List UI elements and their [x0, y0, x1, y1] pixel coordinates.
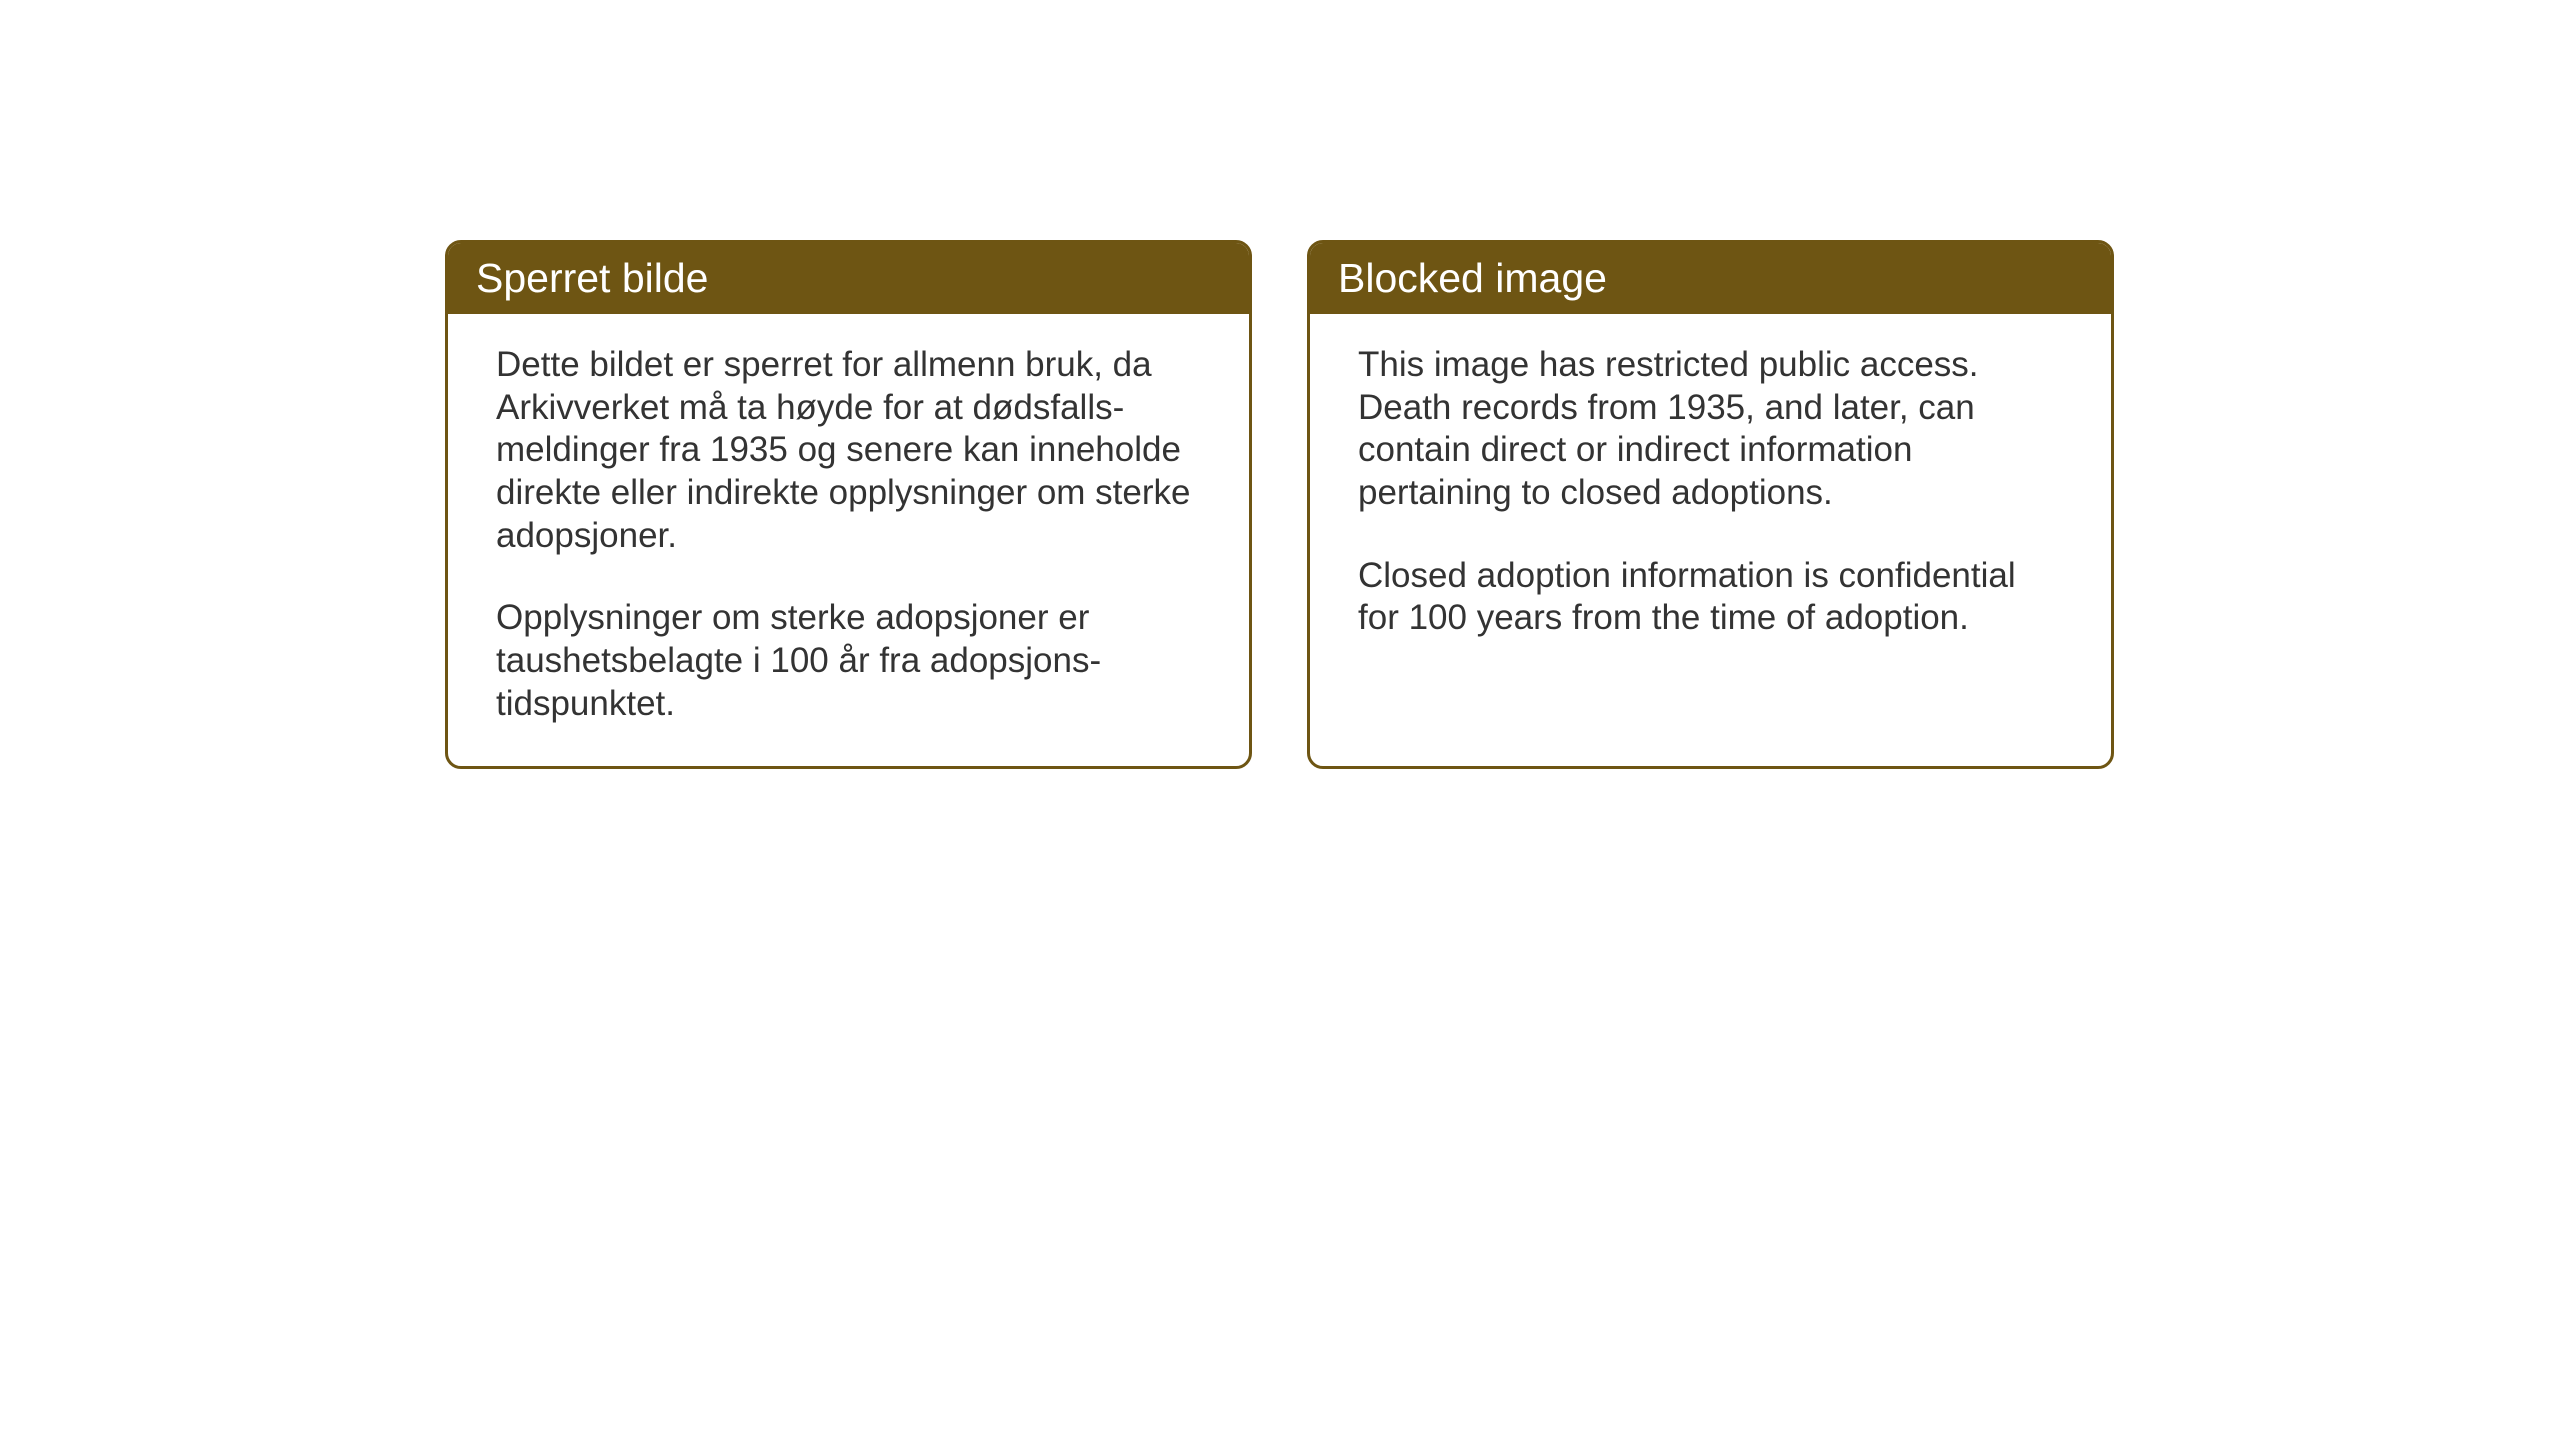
norwegian-card-header: Sperret bilde: [448, 243, 1249, 314]
norwegian-card-title: Sperret bilde: [476, 255, 708, 301]
english-card-body: This image has restricted public access.…: [1310, 314, 2111, 680]
english-notice-card: Blocked image This image has restricted …: [1307, 240, 2114, 769]
english-card-title: Blocked image: [1338, 255, 1607, 301]
norwegian-paragraph-1: Dette bildet er sperret for allmenn bruk…: [496, 344, 1201, 557]
norwegian-paragraph-2: Opplysninger om sterke adopsjoner er tau…: [496, 597, 1201, 725]
norwegian-notice-card: Sperret bilde Dette bildet er sperret fo…: [445, 240, 1252, 769]
norwegian-card-body: Dette bildet er sperret for allmenn bruk…: [448, 314, 1249, 766]
english-card-header: Blocked image: [1310, 243, 2111, 314]
english-paragraph-2: Closed adoption information is confident…: [1358, 555, 2063, 640]
english-paragraph-1: This image has restricted public access.…: [1358, 344, 2063, 515]
notice-container: Sperret bilde Dette bildet er sperret fo…: [445, 240, 2114, 769]
